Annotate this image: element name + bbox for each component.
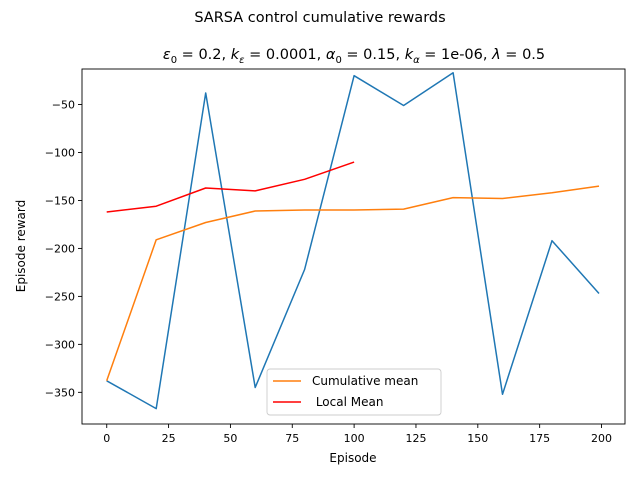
axes-frame	[81, 68, 626, 425]
x-tick-label: 175	[529, 432, 550, 445]
chart-subtitle: ε0 = 0.2, kε = 0.0001, α0 = 0.15, kα = 1…	[163, 47, 545, 66]
axes-spines	[81, 68, 626, 425]
subtitle-part: = 0.0001,	[245, 47, 326, 63]
x-axis: 0 25 50 75 100 125 150 175 200	[103, 424, 612, 445]
y-tick-label: −150	[45, 194, 75, 207]
series-line-1	[106, 72, 600, 410]
x-axis-label: Episode	[329, 451, 376, 465]
subtitle-part: α	[326, 47, 336, 63]
subtitle-part: = 1e-06,	[420, 47, 492, 63]
y-axis: −350 −300 −250 −200 −150 −100 −50	[45, 99, 82, 399]
y-tick-label: −50	[52, 99, 75, 112]
x-tick-label: 100	[344, 432, 365, 445]
subtitle-part: 0	[335, 55, 341, 66]
subtitle-part: λ	[491, 47, 501, 63]
plot-area	[82, 69, 625, 424]
series-layer	[105, 72, 600, 410]
x-tick-label: 150	[467, 432, 488, 445]
x-tick-label: 25	[162, 432, 176, 445]
legend-label: Cumulative mean	[312, 374, 418, 388]
legend: Cumulative mean Local Mean	[266, 368, 442, 416]
series-line-3	[106, 161, 355, 213]
subtitle-part: α	[413, 55, 420, 66]
chart-title: SARSA control cumulative rewards	[194, 10, 445, 26]
legend-label: Local Mean	[312, 395, 383, 409]
legend-box	[266, 368, 442, 416]
x-tick-label: 50	[223, 432, 237, 445]
subtitle-part: = 0.5	[501, 47, 545, 63]
subtitle-part: k	[231, 47, 240, 63]
y-tick-label: −100	[45, 146, 75, 159]
y-tick-label: −250	[45, 290, 75, 303]
x-tick-label: 125	[405, 432, 426, 445]
x-tick-label: 200	[591, 432, 612, 445]
y-tick-label: −200	[45, 242, 75, 255]
y-tick-label: −300	[45, 338, 75, 351]
subtitle-part: ε	[163, 47, 171, 63]
subtitle-part: = 0.2,	[177, 47, 231, 63]
x-tick-label: 0	[103, 432, 110, 445]
subtitle-part: ε	[239, 55, 245, 66]
subtitle-part: k	[405, 47, 414, 63]
x-tick-label: 75	[285, 432, 299, 445]
y-tick-label: −350	[45, 386, 75, 399]
subtitle-part: 0	[171, 55, 177, 66]
series-line-2	[105, 185, 600, 382]
y-axis-label: Episode reward	[14, 200, 28, 293]
subtitle-part: = 0.15,	[342, 47, 405, 63]
